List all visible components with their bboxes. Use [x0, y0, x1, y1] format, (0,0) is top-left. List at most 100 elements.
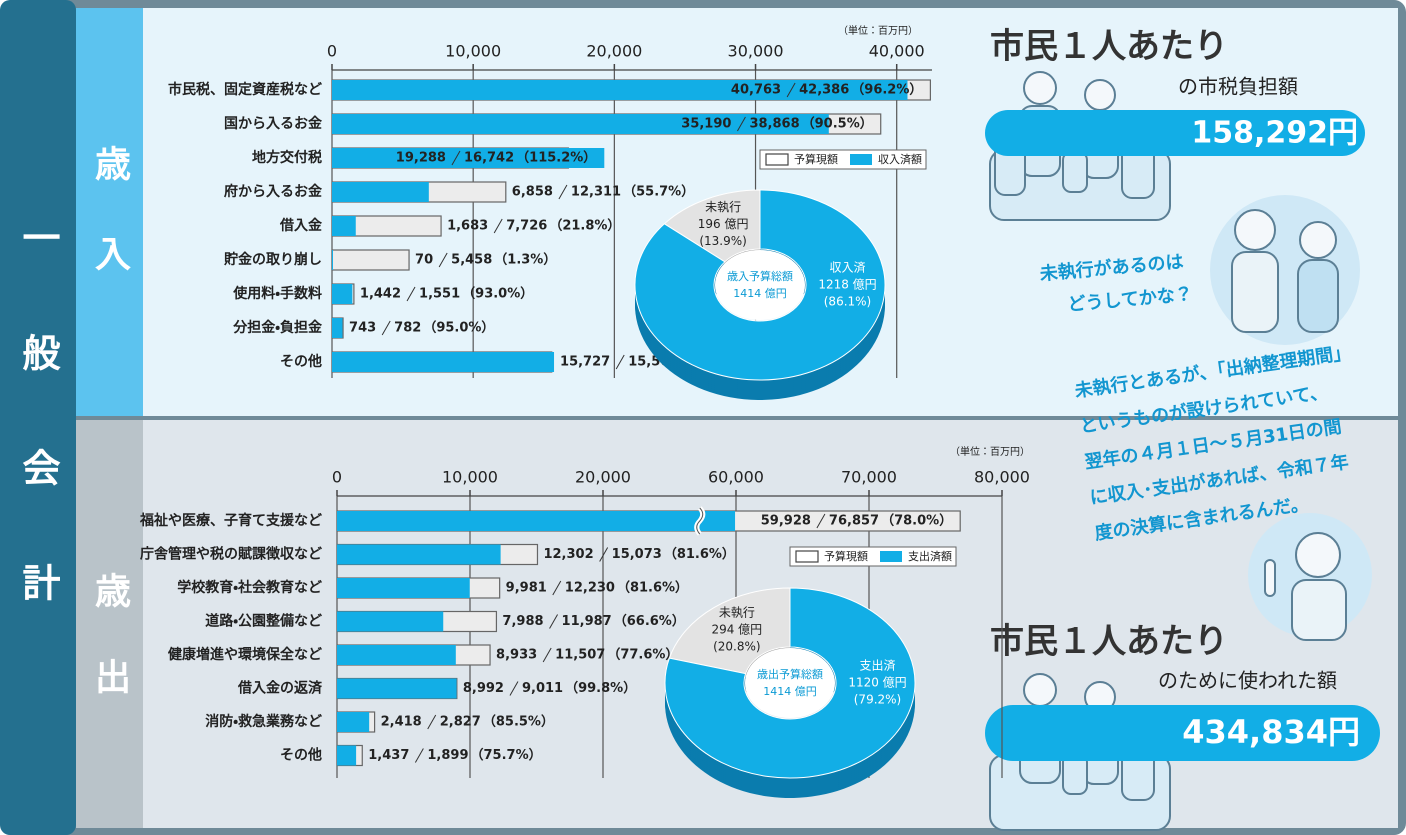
callout-sub: の市税負担額	[1178, 75, 1298, 99]
actual-value-label: 1,442	[360, 287, 401, 302]
budget-value-label: 42,386	[799, 83, 849, 98]
rate-label: （85.5%）	[483, 714, 554, 730]
category-label: 使用料・手数料	[232, 285, 322, 302]
donut-label: 1218 億円	[818, 278, 876, 292]
actual-value-label: 8,992	[463, 681, 504, 696]
rate-label: （93.0%）	[462, 286, 533, 302]
category-label: 市民税、固定資産税など	[168, 81, 322, 98]
donut-label: (79.2%)	[854, 693, 901, 707]
category-label: 借入金の返済	[237, 680, 323, 697]
donut-label: (20.8%)	[713, 640, 760, 654]
value-label: 6,85812,311（55.7%）	[512, 184, 694, 200]
unit-note: （単位：百万円）	[838, 24, 918, 37]
budget-value-label: 5,458	[451, 253, 492, 268]
actual-value-label: 19,288	[396, 151, 446, 166]
actual-bar	[337, 712, 369, 732]
donut-label: 収入済	[829, 261, 865, 275]
x-tick-label: 80,000	[974, 468, 1030, 487]
donut-label: (13.9%)	[699, 234, 746, 248]
actual-bar	[332, 182, 429, 202]
budget-value-label: 1,899	[427, 748, 468, 763]
legend: 予算現額支出済額	[790, 547, 956, 566]
x-tick-label: 10,000	[442, 468, 498, 487]
budget-value-label: 16,742	[464, 151, 514, 166]
unit-note: （単位：百万円）	[950, 445, 1030, 458]
callout-heading: 市民１人あたり	[990, 622, 1228, 662]
legend-swatch	[796, 551, 818, 562]
category-label: その他	[280, 747, 322, 764]
donut-hole	[715, 250, 805, 320]
rate-label: （115.2%）	[516, 150, 596, 166]
donut-center-label: 1414 億円	[763, 685, 817, 698]
category-label: 福祉や医療、子育て支援など	[139, 512, 322, 529]
budget-value-label: 76,857	[829, 514, 879, 529]
x-tick-label: 30,000	[728, 42, 784, 61]
budget-value-label: 9,011	[522, 681, 563, 696]
actual-value-label: 9,981	[506, 581, 547, 596]
value-label: 8,992 9,011（99.8%）	[463, 680, 636, 696]
rate-label: （99.8%）	[565, 680, 636, 696]
budget-value-label: 12,311	[571, 185, 621, 200]
category-label: 健康増進や環境保全など	[167, 646, 322, 663]
value-label: 9,98112,230（81.6%）	[506, 580, 688, 596]
category-label: 国から入るお金	[224, 115, 323, 132]
callout-amount: 434,834円	[1182, 713, 1360, 751]
x-tick-label: 20,000	[586, 42, 642, 61]
category-label: その他	[280, 353, 322, 370]
budget-value-label: 15,073	[612, 547, 662, 562]
rate-label: （81.6%）	[664, 546, 735, 562]
infographic: 市民１人あたり の市税負担額 158,292円 未執行があるのは どうしてかな？…	[0, 0, 1406, 835]
actual-value-label: 70	[415, 253, 433, 268]
actual-bar	[332, 318, 342, 338]
legend-label: 予算現額	[824, 549, 868, 563]
legend: 予算現額 収入済額	[760, 150, 926, 169]
x-tick-label: 0	[332, 468, 342, 487]
budget-value-label: 11,987	[562, 614, 612, 629]
actual-value-label: 743	[349, 321, 376, 336]
donut-label: 未執行	[705, 200, 741, 214]
rate-label: （81.6%）	[617, 580, 688, 596]
actual-value-label: 6,858	[512, 185, 553, 200]
donut-label: 未執行	[719, 606, 755, 620]
rate-label: （77.6%）	[607, 647, 678, 663]
rate-label: （21.8%）	[549, 218, 620, 234]
budget-bar	[332, 250, 409, 270]
actual-value-label: 35,190	[681, 117, 731, 132]
page: 一般会計 html, body { margin: 0; padding: 0;…	[0, 0, 1406, 835]
actual-bar	[337, 746, 356, 766]
actual-bar	[337, 545, 501, 565]
rate-label: （90.5%）	[802, 116, 873, 132]
donut-label: 1120 億円	[848, 676, 906, 690]
actual-bar	[337, 612, 443, 632]
rate-label: （1.3%）	[494, 252, 556, 268]
revenue-label: 歳入	[91, 145, 127, 325]
actual-value-label: 1,683	[447, 219, 488, 234]
x-tick-label: 60,000	[708, 468, 764, 487]
donut-label: 196 億円	[698, 217, 749, 231]
actual-value-label: 8,933	[496, 648, 537, 663]
value-label: 12,302 15,073（81.6%）	[543, 546, 734, 562]
actual-value-label: 12,302	[543, 547, 593, 562]
donut-label: 294 億円	[711, 623, 762, 637]
actual-bar	[332, 250, 333, 270]
legend-label: 予算現額	[794, 152, 838, 166]
category-label: 府から入るお金	[224, 183, 323, 200]
donut-hole	[745, 648, 835, 718]
value-label: 1,4371,899（75.7%）	[368, 747, 541, 763]
callout-amount: 158,292円	[1191, 116, 1358, 151]
actual-bar	[337, 645, 456, 665]
category-label: 地方交付税	[252, 149, 322, 166]
budget-value-label: 782	[394, 321, 421, 336]
category-label: 借入金	[279, 217, 323, 234]
actual-value-label: 59,928	[761, 514, 811, 529]
legend-swatch	[850, 154, 872, 165]
rate-label: （75.7%）	[471, 747, 542, 763]
x-tick-label: 0	[327, 42, 337, 61]
legend-label: 収入済額	[878, 152, 922, 166]
expenditure-label: 歳出	[91, 572, 127, 744]
legend-swatch	[766, 154, 788, 165]
